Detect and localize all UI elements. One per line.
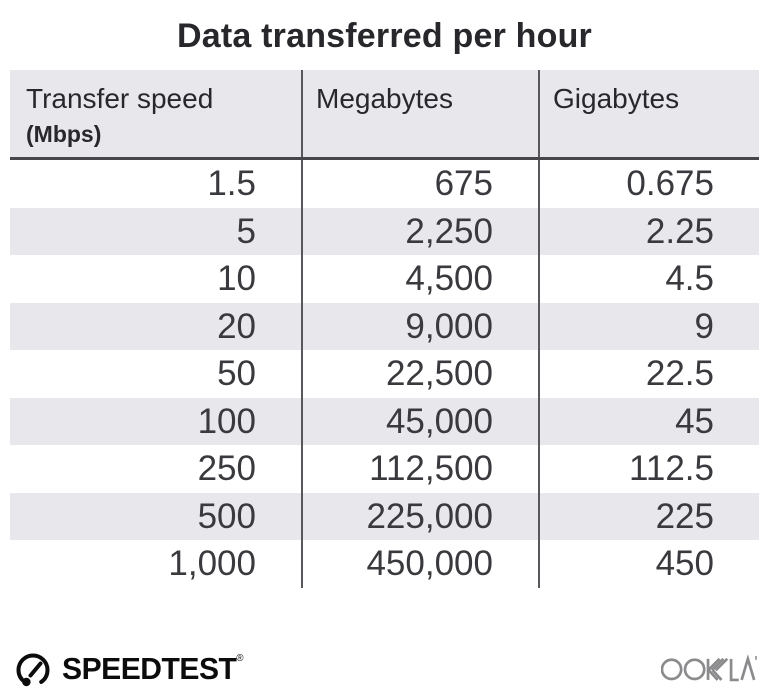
table-cell: 450 bbox=[655, 544, 714, 583]
table-cell: 1.5 bbox=[10, 160, 303, 208]
table-cell: 4,500 bbox=[303, 255, 540, 303]
table-cell: 10 bbox=[10, 255, 303, 303]
table-row: 1.5 675 0.675 bbox=[10, 160, 759, 208]
table-cell: 45 bbox=[675, 401, 714, 441]
table-cell: 112,500 bbox=[303, 445, 540, 493]
ookla-logo bbox=[660, 650, 757, 688]
table-cell: 1,000 bbox=[10, 540, 303, 588]
table-cell: 2.25 bbox=[645, 211, 714, 251]
column-header-megabytes: Megabytes bbox=[303, 70, 540, 157]
table-cell: 22.5 bbox=[645, 354, 714, 393]
ookla-wordmark-icon bbox=[660, 654, 757, 682]
column-header-transfer-speed: Transfer speed (Mbps) bbox=[10, 70, 303, 157]
column-header-label: Megabytes bbox=[316, 83, 453, 114]
table-cell: 675 bbox=[303, 160, 540, 208]
table-cell: 50 bbox=[10, 350, 303, 398]
table-header-row: Transfer speed (Mbps) Megabytes Gigabyte… bbox=[10, 70, 759, 160]
table-cell: 2,250 bbox=[303, 207, 540, 255]
speedometer-gauge-icon bbox=[16, 653, 50, 687]
table-row: 10 4,500 4.5 bbox=[10, 255, 759, 303]
table-row: 1,000 450,000 450 bbox=[10, 540, 759, 588]
column-header-gigabytes: Gigabytes bbox=[540, 70, 759, 157]
table-row: 250 112,500 112.5 bbox=[10, 445, 759, 493]
speedtest-logo: SPEEDTEST® bbox=[13, 649, 249, 689]
table-cell: 4.5 bbox=[665, 259, 714, 298]
table-cell: 225 bbox=[655, 496, 714, 536]
table-cell: 100 bbox=[10, 397, 303, 445]
table-row: 50 22,500 22.5 bbox=[10, 350, 759, 398]
table-cell: 500 bbox=[10, 492, 303, 540]
table-cell: 5 bbox=[10, 207, 303, 255]
table-cell: 45,000 bbox=[303, 397, 540, 445]
table-body: 1.5 675 0.675 5 2,250 2.25 10 4,500 4.5 20 9,000 9 5… bbox=[10, 160, 759, 588]
table-cell: 112.5 bbox=[629, 449, 714, 488]
column-header-label: Transfer speed bbox=[26, 83, 214, 114]
table-cell: 22,500 bbox=[303, 350, 540, 398]
table-cell: 9,000 bbox=[303, 302, 540, 350]
table-cell: 20 bbox=[10, 302, 303, 350]
table-cell: 225,000 bbox=[303, 492, 540, 540]
table-cell: 250 bbox=[10, 445, 303, 493]
table-cell: 450,000 bbox=[303, 540, 540, 588]
registered-trademark-symbol: ® bbox=[236, 653, 244, 664]
column-header-unit: (Mbps) bbox=[26, 121, 102, 147]
data-table: Transfer speed (Mbps) Megabytes Gigabyte… bbox=[10, 70, 759, 588]
column-header-label: Gigabytes bbox=[553, 83, 680, 114]
page-title: Data transferred per hour bbox=[177, 17, 592, 55]
table-row: 500 225,000 225 bbox=[10, 492, 759, 540]
table-row: 20 9,000 9 bbox=[10, 302, 759, 350]
table-cell: 9 bbox=[694, 306, 714, 346]
table-cell: 0.675 bbox=[626, 164, 714, 203]
table-row: 100 45,000 45 bbox=[10, 397, 759, 445]
table-row: 5 2,250 2.25 bbox=[10, 207, 759, 255]
speedtest-wordmark: SPEEDTEST® bbox=[62, 651, 244, 686]
